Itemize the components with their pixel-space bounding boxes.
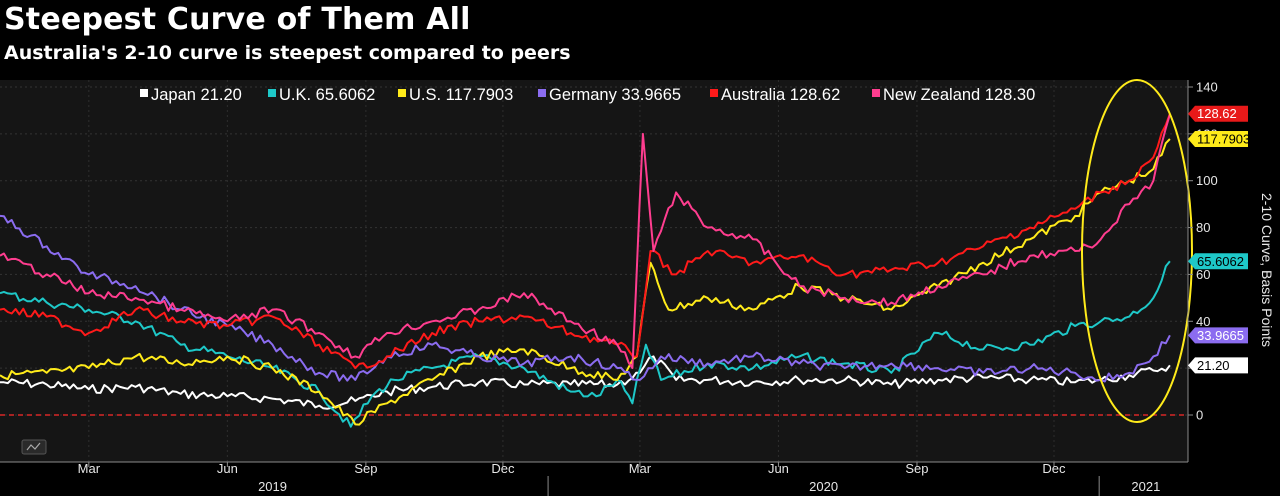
x-year-label: 2019 xyxy=(258,479,287,494)
value-flag xyxy=(1188,357,1248,374)
chart-options-icon[interactable] xyxy=(21,439,47,455)
legend-swatch xyxy=(710,89,718,97)
value-flag-label: 65.6062 xyxy=(1197,254,1244,269)
y-axis-label: 2-10 Curve, Basis Points xyxy=(1259,193,1275,347)
x-axis: Mar Jun Sep Dec Mar Jun Sep Dec 2019 2020 2021 xyxy=(78,461,1160,496)
value-flag xyxy=(1188,105,1248,122)
legend-entry: Japan 21.20 xyxy=(151,86,242,104)
x-month-label: Jun xyxy=(217,461,238,476)
value-flag xyxy=(1188,253,1248,270)
legend-entry: Australia 128.62 xyxy=(721,86,840,104)
legend-swatch xyxy=(398,89,406,97)
series-line-new-zealand xyxy=(0,114,1171,370)
value-flag xyxy=(1188,131,1248,148)
x-month-label: Sep xyxy=(905,461,928,476)
x-year-label: 2021 xyxy=(1131,479,1160,494)
highlight-ellipse xyxy=(1081,79,1193,423)
value-flag-label: 21.20 xyxy=(1197,358,1230,373)
x-month-label: Jun xyxy=(768,461,789,476)
legend-swatch xyxy=(268,89,276,97)
y-axis: 020406080100120140 xyxy=(1188,80,1218,423)
last-value-flags: 21.20 65.6062 117.7903 33.9665 128.62 xyxy=(1188,105,1250,374)
series-line-germany xyxy=(0,214,1171,383)
legend-entry: U.K. 65.6062 xyxy=(279,86,375,104)
y-tick-label: 40 xyxy=(1196,314,1210,329)
legend-entry: U.S. 117.7903 xyxy=(409,86,513,104)
y-tick-label: 80 xyxy=(1196,220,1210,235)
value-flag-label: 33.9665 xyxy=(1197,328,1244,343)
y-tick-label: 0 xyxy=(1196,408,1203,423)
legend-entry: New Zealand 128.30 xyxy=(883,86,1035,104)
x-month-label: Dec xyxy=(491,461,515,476)
legend-entry: Germany 33.9665 xyxy=(549,86,681,104)
series-lines xyxy=(0,113,1171,428)
legend-swatch xyxy=(140,89,148,97)
x-month-label: Sep xyxy=(354,461,377,476)
series-line-australia xyxy=(0,113,1171,370)
value-flag-label: 128.62 xyxy=(1197,106,1237,121)
x-month-label: Mar xyxy=(629,461,652,476)
x-month-label: Dec xyxy=(1042,461,1066,476)
x-year-label: 2020 xyxy=(809,479,838,494)
legend: Japan 21.20 U.K. 65.6062 U.S. 117.7903 Germ… xyxy=(140,86,1035,104)
chart-subtitle: Australia's 2-10 curve is steepest compa… xyxy=(4,42,571,64)
series-line-u-k- xyxy=(0,260,1171,428)
series-line-japan xyxy=(0,355,1171,410)
value-flag xyxy=(1188,327,1248,344)
y-tick-label: 100 xyxy=(1196,173,1218,188)
legend-swatch xyxy=(872,89,880,97)
legend-swatch xyxy=(538,89,546,97)
y-tick-label: 60 xyxy=(1196,267,1210,282)
chart-title: Steepest Curve of Them All xyxy=(4,2,471,37)
series-line-u-s- xyxy=(0,138,1171,426)
x-month-label: Mar xyxy=(78,461,101,476)
y-tick-label: 140 xyxy=(1196,80,1218,95)
plot-background xyxy=(0,80,1188,462)
value-flag-label: 117.7903 xyxy=(1197,132,1250,147)
